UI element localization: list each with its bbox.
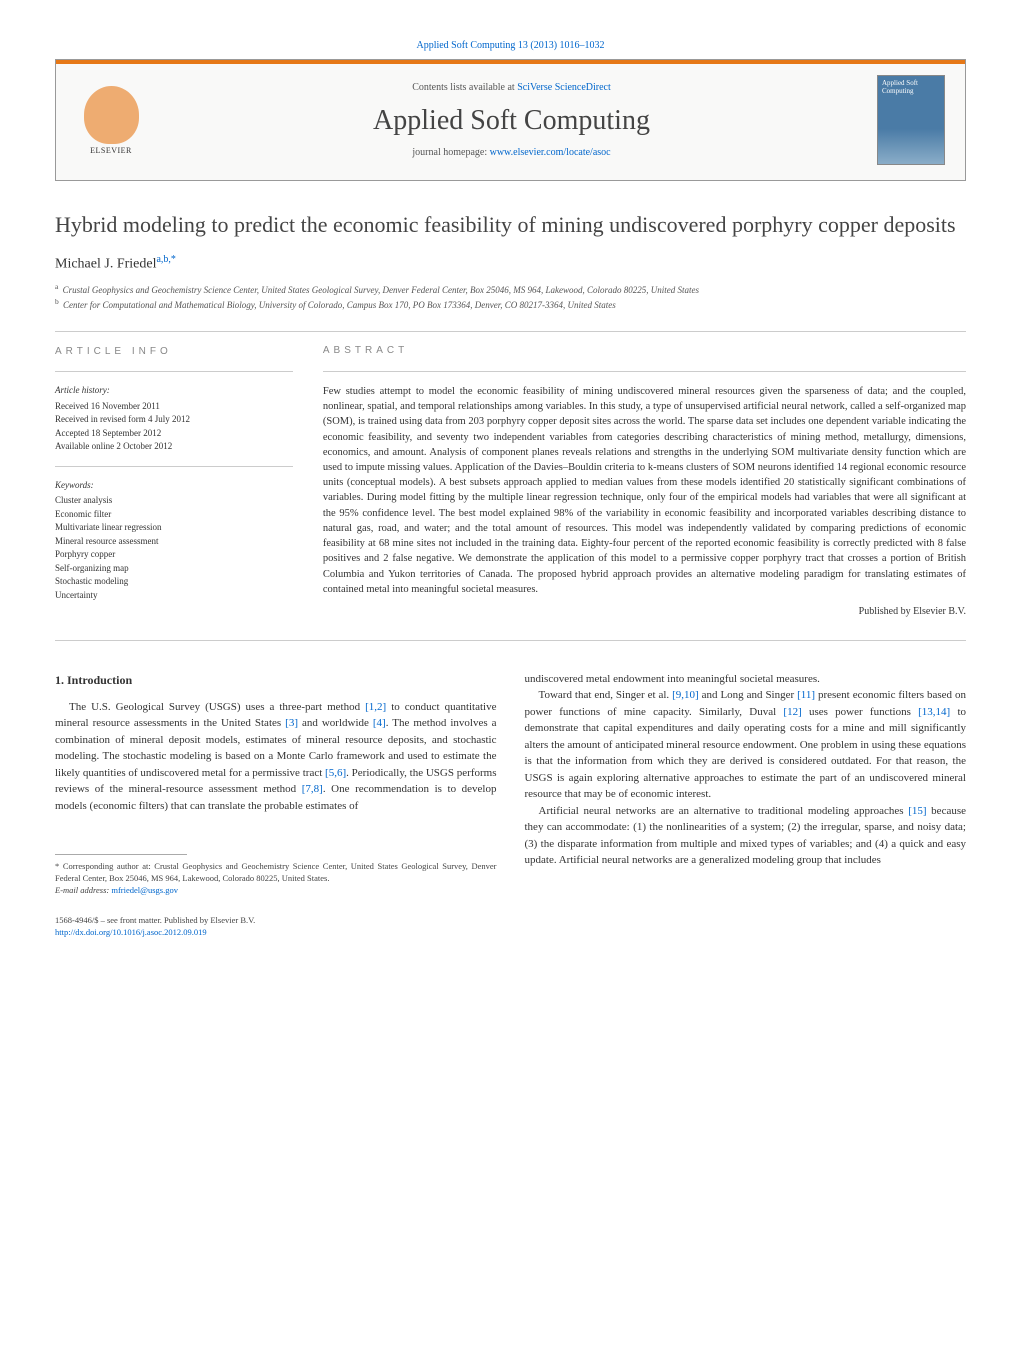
paragraph: undiscovered metal endowment into meanin… — [525, 671, 967, 688]
doi-link[interactable]: http://dx.doi.org/10.1016/j.asoc.2012.09… — [55, 927, 207, 937]
contents-text: Contents lists available at — [412, 82, 517, 93]
footnotes: * Corresponding author at: Crustal Geoph… — [55, 861, 497, 897]
reference-link[interactable]: [9,10] — [672, 689, 699, 701]
paragraph: Artificial neural networks are an altern… — [525, 803, 967, 869]
reference-link[interactable]: [1,2] — [365, 701, 386, 713]
author-line: Michael J. Friedela,b,* — [55, 254, 966, 273]
section-number: 1. — [55, 673, 64, 687]
history-item: Accepted 18 September 2012 — [55, 427, 293, 441]
affiliations: a Crustal Geophysics and Geochemistry Sc… — [55, 282, 966, 311]
reference-link[interactable]: [7,8] — [302, 783, 323, 795]
citation-link[interactable]: Applied Soft Computing 13 (2013) 1016–10… — [416, 40, 604, 51]
issn-line: 1568-4946/$ – see front matter. Publishe… — [55, 915, 497, 927]
homepage-link[interactable]: www.elsevier.com/locate/asoc — [490, 147, 611, 158]
author-name: Michael J. Friedel — [55, 256, 156, 271]
keyword: Mineral resource assessment — [55, 535, 293, 549]
affiliation-a: Crustal Geophysics and Geochemistry Scie… — [63, 285, 699, 295]
abstract-panel: ABSTRACT Few studies attempt to model th… — [323, 344, 966, 619]
keyword: Cluster analysis — [55, 494, 293, 508]
divider — [55, 371, 293, 372]
reference-link[interactable]: [12] — [783, 706, 801, 718]
publisher-logo: ELSEVIER — [76, 78, 146, 163]
publisher-name: ELSEVIER — [90, 146, 132, 155]
section-title: Introduction — [67, 673, 132, 687]
reference-link[interactable]: [13,14] — [918, 706, 950, 718]
contents-available: Contents lists available at SciVerse Sci… — [166, 82, 857, 93]
paragraph: The U.S. Geological Survey (USGS) uses a… — [55, 699, 497, 815]
elsevier-tree-icon — [84, 86, 139, 144]
reference-link[interactable]: [5,6] — [325, 767, 346, 779]
article-info-panel: ARTICLE INFO Article history: Received 1… — [55, 344, 293, 619]
divider — [323, 371, 966, 372]
journal-homepage: journal homepage: www.elsevier.com/locat… — [166, 147, 857, 158]
reference-link[interactable]: [15] — [908, 805, 926, 817]
corresponding-author-note: * Corresponding author at: Crustal Geoph… — [55, 861, 497, 885]
article-info-heading: ARTICLE INFO — [55, 344, 293, 359]
keyword: Economic filter — [55, 508, 293, 522]
keyword: Porphyry copper — [55, 548, 293, 562]
reference-link[interactable]: [4] — [373, 717, 386, 729]
history-item: Available online 2 October 2012 — [55, 440, 293, 454]
article-title: Hybrid modeling to predict the economic … — [55, 211, 966, 240]
divider — [55, 331, 966, 332]
affiliation-b: Center for Computational and Mathematica… — [63, 300, 616, 310]
footnote-divider — [55, 854, 187, 855]
body-text: 1. Introduction The U.S. Geological Surv… — [55, 671, 966, 939]
homepage-label: journal homepage: — [412, 147, 489, 158]
journal-header-box: ELSEVIER Contents lists available at Sci… — [55, 59, 966, 181]
keyword: Multivariate linear regression — [55, 521, 293, 535]
page-footer: 1568-4946/$ – see front matter. Publishe… — [55, 915, 497, 939]
email-link[interactable]: mfriedel@usgs.gov — [111, 885, 178, 895]
keyword: Self-organizing map — [55, 562, 293, 576]
sciencedirect-link[interactable]: SciVerse ScienceDirect — [517, 82, 611, 93]
reference-link[interactable]: [3] — [285, 717, 298, 729]
keyword: Stochastic modeling — [55, 575, 293, 589]
cover-text: Applied Soft Computing — [882, 79, 918, 95]
journal-title: Applied Soft Computing — [166, 105, 857, 137]
abstract-text: Few studies attempt to model the economi… — [323, 384, 966, 597]
keyword: Uncertainty — [55, 589, 293, 603]
paragraph: Toward that end, Singer et al. [9,10] an… — [525, 687, 967, 803]
journal-cover-thumbnail: Applied Soft Computing — [877, 75, 945, 165]
email-label: E-mail address: — [55, 885, 111, 895]
citation-header: Applied Soft Computing 13 (2013) 1016–10… — [55, 40, 966, 51]
publisher-line: Published by Elsevier B.V. — [323, 605, 966, 620]
divider — [55, 466, 293, 467]
keywords-heading: Keywords: — [55, 479, 293, 493]
author-markers: a,b,* — [156, 254, 175, 265]
history-item: Received 16 November 2011 — [55, 400, 293, 414]
history-heading: Article history: — [55, 384, 293, 398]
history-item: Received in revised form 4 July 2012 — [55, 413, 293, 427]
abstract-heading: ABSTRACT — [323, 344, 966, 359]
reference-link[interactable]: [11] — [797, 689, 815, 701]
divider — [55, 640, 966, 641]
accent-bar — [56, 60, 965, 64]
